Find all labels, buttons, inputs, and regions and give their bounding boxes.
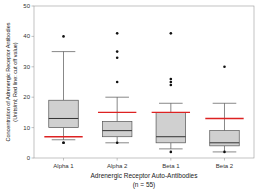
flier [170, 81, 173, 84]
y-tick [32, 6, 35, 7]
box [49, 100, 79, 127]
flier [170, 78, 173, 81]
box [102, 122, 132, 137]
x-tick [224, 158, 225, 161]
flier [170, 151, 173, 154]
median [102, 130, 132, 131]
median [156, 136, 186, 137]
y-tick [32, 127, 35, 128]
flier [223, 151, 226, 154]
median [49, 118, 79, 119]
flier [170, 32, 173, 35]
y-tick-label: 40 [23, 33, 30, 39]
whisker-low [159, 143, 183, 149]
box [210, 131, 240, 146]
x-tick [63, 158, 64, 161]
x-tick-label: Beta 1 [162, 163, 180, 169]
flier [116, 32, 119, 35]
whisker-high [105, 97, 129, 121]
x-axis-label: Adrenergic Receptor Auto-Antibodies(n = … [91, 172, 199, 189]
cutoff-line [98, 112, 136, 113]
x-tick-label: Alpha 2 [107, 163, 128, 169]
flier [116, 50, 119, 53]
flier [62, 142, 65, 145]
cutoff-line [44, 136, 82, 137]
flier [62, 35, 65, 38]
whisker-high [52, 52, 76, 101]
x-tick-label: Alpha 1 [53, 163, 74, 169]
whisker-low [52, 128, 76, 140]
flier [223, 66, 226, 69]
median [210, 142, 240, 143]
x-tick [170, 158, 171, 161]
plot-frame [34, 6, 254, 158]
cutoff-line [152, 112, 190, 113]
marks [44, 32, 243, 153]
chart-container: 0 10 20 30 40 50 Alpha 1 Alpha 2 Beta 1 Beta 2 Adr… [0, 0, 260, 194]
y-tick [32, 66, 35, 67]
box [156, 112, 186, 142]
y-tick [32, 36, 35, 37]
cutoff-line [205, 118, 243, 119]
chart: 0 10 20 30 40 50 Alpha 1 Alpha 2 Beta 1 Beta 2 Adr… [0, 0, 260, 194]
x-axis-label-line: Adrenergic Receptor Auto-Antibodies [91, 172, 199, 180]
flier [62, 142, 65, 145]
y-tick-label: 30 [23, 64, 30, 70]
whisker-high [159, 103, 183, 112]
flier [116, 81, 119, 84]
flier [170, 84, 173, 87]
y-tick [32, 158, 35, 159]
x-axis-label-line: (n = 55) [133, 181, 156, 189]
y-tick-label: 20 [23, 94, 30, 100]
y-axis-label-line: Concentration of Adrenergic Receptor Ant… [5, 22, 11, 141]
x-tick-label: Beta 2 [216, 163, 234, 169]
y-axis-label-line: (Units/ml; Red line: cut off value) [12, 42, 18, 122]
y-tick [32, 97, 35, 98]
x-tick [117, 158, 118, 161]
flier [116, 56, 119, 59]
y-axis-label: Concentration of Adrenergic Receptor Ant… [5, 22, 18, 141]
y-tick-label: 0 [27, 155, 31, 161]
whisker-high [213, 103, 237, 130]
flier [116, 142, 119, 145]
y-tick-label: 50 [23, 3, 30, 9]
y-tick-label: 10 [23, 125, 30, 131]
